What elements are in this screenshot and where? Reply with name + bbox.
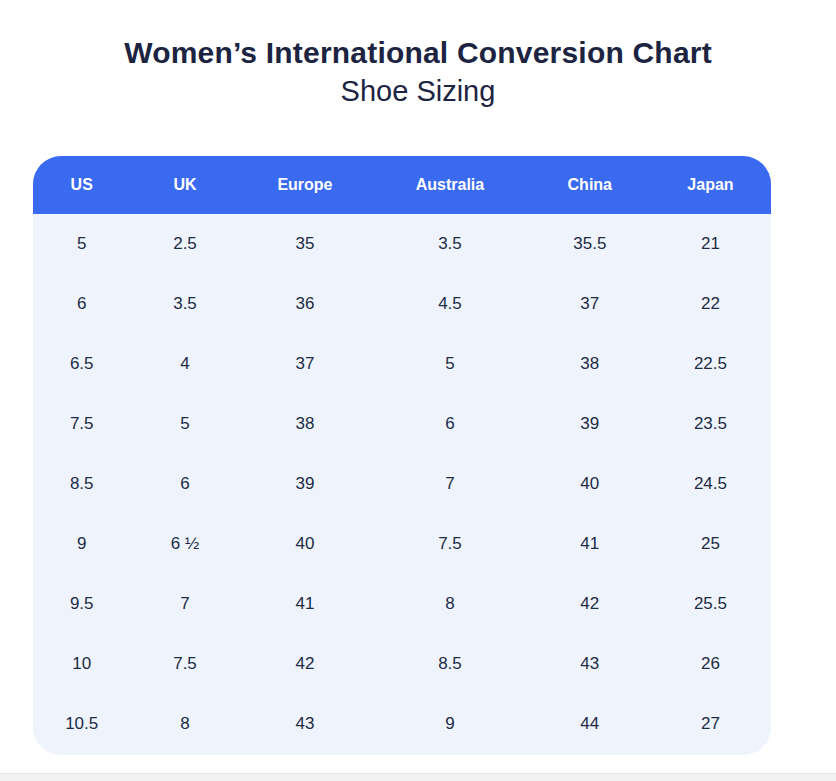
table-cell: 35	[240, 234, 371, 254]
table-cell: 37	[530, 294, 650, 314]
table-body: 52.5353.535.52163.5364.537226.543753822.…	[33, 214, 771, 755]
table-cell: 5	[370, 354, 529, 374]
table-cell: 6	[370, 414, 529, 434]
table-cell: 10.5	[33, 714, 130, 734]
page-title: Women’s International Conversion Chart	[0, 34, 836, 72]
table-cell: 8	[130, 714, 239, 734]
table-cell: 39	[530, 414, 650, 434]
column-header-uk: UK	[130, 176, 239, 194]
table-row: 10.584394427	[33, 694, 771, 754]
table-cell: 3.5	[130, 294, 239, 314]
table-cell: 41	[240, 594, 371, 614]
table-cell: 38	[240, 414, 371, 434]
table-cell: 22	[650, 294, 771, 314]
table-cell: 5	[130, 414, 239, 434]
table-cell: 27	[650, 714, 771, 734]
table-cell: 38	[530, 354, 650, 374]
title-block: Women’s International Conversion Chart S…	[0, 0, 836, 110]
table-cell: 42	[240, 654, 371, 674]
table-cell: 43	[240, 714, 371, 734]
table-cell: 6.5	[33, 354, 130, 374]
column-header-china: China	[530, 176, 650, 194]
bottom-strip	[0, 773, 836, 781]
table-cell: 4	[130, 354, 239, 374]
table-cell: 36	[240, 294, 371, 314]
table-cell: 9.5	[33, 594, 130, 614]
table-cell: 8	[370, 594, 529, 614]
table-cell: 37	[240, 354, 371, 374]
table-row: 7.553863923.5	[33, 394, 771, 454]
table-cell: 21	[650, 234, 771, 254]
table-cell: 23.5	[650, 414, 771, 434]
table-cell: 6 ½	[130, 534, 239, 554]
table-cell: 22.5	[650, 354, 771, 374]
table-cell: 25	[650, 534, 771, 554]
table-cell: 7.5	[33, 414, 130, 434]
table-header-row: US UK Europe Australia China Japan	[33, 156, 771, 214]
table-cell: 7.5	[370, 534, 529, 554]
table-row: 107.5428.54326	[33, 634, 771, 694]
shoe-size-conversion-table: US UK Europe Australia China Japan 52.53…	[33, 156, 771, 755]
table-cell: 10	[33, 654, 130, 674]
column-header-australia: Australia	[370, 176, 529, 194]
table-row: 52.5353.535.521	[33, 214, 771, 274]
table-row: 96 ½407.54125	[33, 514, 771, 574]
table-cell: 5	[33, 234, 130, 254]
table-cell: 35.5	[530, 234, 650, 254]
page-subtitle: Shoe Sizing	[0, 72, 836, 110]
table-cell: 44	[530, 714, 650, 734]
table-cell: 8.5	[33, 474, 130, 494]
table-cell: 3.5	[370, 234, 529, 254]
table-cell: 4.5	[370, 294, 529, 314]
table-cell: 7	[370, 474, 529, 494]
table-row: 9.574184225.5	[33, 574, 771, 634]
table-cell: 40	[240, 534, 371, 554]
table-cell: 6	[130, 474, 239, 494]
table-cell: 25.5	[650, 594, 771, 614]
table-cell: 9	[33, 534, 130, 554]
table-row: 8.563974024.5	[33, 454, 771, 514]
table-cell: 39	[240, 474, 371, 494]
table-cell: 6	[33, 294, 130, 314]
table-row: 63.5364.53722	[33, 274, 771, 334]
table-cell: 7.5	[130, 654, 239, 674]
column-header-japan: Japan	[650, 176, 771, 194]
table-cell: 26	[650, 654, 771, 674]
column-header-europe: Europe	[240, 176, 371, 194]
table-cell: 7	[130, 594, 239, 614]
table-cell: 9	[370, 714, 529, 734]
column-header-us: US	[33, 176, 130, 194]
table-cell: 41	[530, 534, 650, 554]
table-row: 6.543753822.5	[33, 334, 771, 394]
table-cell: 2.5	[130, 234, 239, 254]
table-cell: 42	[530, 594, 650, 614]
table-cell: 40	[530, 474, 650, 494]
table-cell: 24.5	[650, 474, 771, 494]
table-cell: 43	[530, 654, 650, 674]
table-cell: 8.5	[370, 654, 529, 674]
